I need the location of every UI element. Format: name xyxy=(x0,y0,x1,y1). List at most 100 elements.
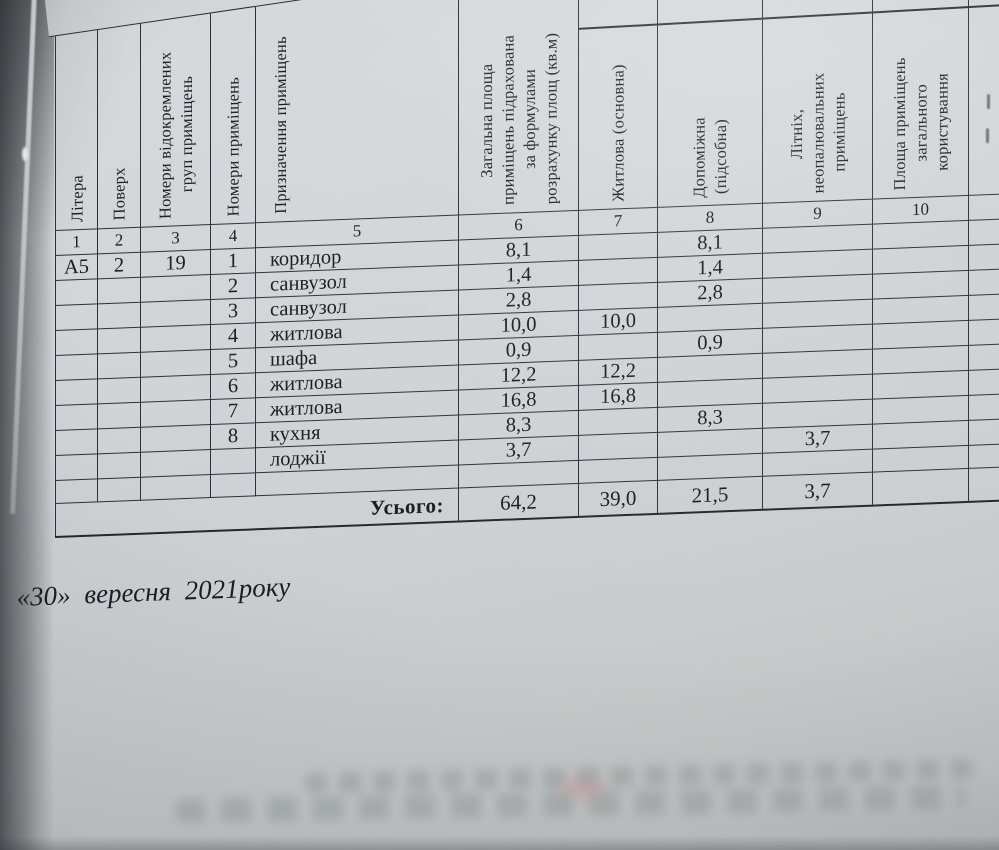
header-cell-cutoff xyxy=(968,0,999,196)
column-number: 3 xyxy=(140,224,211,253)
column-label: Площа приміщень загального користування xyxy=(889,57,952,191)
cell-living-area xyxy=(578,232,658,261)
cell-living-area xyxy=(578,407,658,436)
cell-litera xyxy=(55,378,98,406)
cell-floor xyxy=(97,352,141,379)
cell-common-area xyxy=(872,270,969,300)
cell-group xyxy=(140,449,211,478)
cell-litera: А5 xyxy=(55,253,98,281)
header-cell-common-area: Площа приміщень загального користування xyxy=(872,0,969,200)
cell-group xyxy=(140,324,211,353)
cell-group xyxy=(140,374,211,403)
cell-room-number: 4 xyxy=(210,322,256,350)
cell-living-area xyxy=(578,282,658,311)
date-line: «30» вересня 2021року xyxy=(16,571,291,612)
cell-litera xyxy=(55,303,98,331)
document-sheet: Літера Поверх Номери відокремлених груп … xyxy=(38,0,999,538)
column-label: Поверх xyxy=(109,167,129,221)
cell-litera xyxy=(55,403,98,431)
area-table: Літера Поверх Номери відокремлених груп … xyxy=(55,0,999,538)
column-number: 7 xyxy=(578,207,658,236)
cell-litera xyxy=(55,428,98,456)
header-cell-litera: Літера xyxy=(55,10,98,231)
cell-floor xyxy=(97,327,141,354)
column-number-cutoff xyxy=(968,191,999,221)
cell-cutoff xyxy=(968,216,999,246)
cell-cutoff xyxy=(968,391,999,421)
column-number: 10 xyxy=(872,195,969,225)
totals-total-area: 64,2 xyxy=(458,483,579,522)
cell-living-area xyxy=(578,257,658,286)
column-label: Призначення приміщень xyxy=(271,36,290,215)
column-number: 2 xyxy=(97,227,141,254)
cell-common-area xyxy=(872,420,969,450)
cell-living-area xyxy=(578,432,658,461)
cut-off-column-text xyxy=(987,94,990,110)
cell-group: 19 xyxy=(140,249,211,278)
column-label: Житлова (основна) xyxy=(608,63,628,202)
totals-living-area: 39,0 xyxy=(578,480,658,517)
header-cell-living-area: Житлова (основна) xyxy=(578,0,658,211)
cell-cutoff xyxy=(968,341,999,371)
cell-room-number: 1 xyxy=(210,247,256,275)
cell-cutoff xyxy=(968,266,999,296)
cell-room-number: 5 xyxy=(210,347,256,375)
header-cell-room-numbers: Номери приміщень xyxy=(210,4,256,225)
cell-cutoff xyxy=(968,416,999,446)
cell-litera xyxy=(55,328,98,356)
cell-common-area xyxy=(872,245,969,275)
column-number: 1 xyxy=(55,228,98,256)
cell-common-area xyxy=(872,220,969,250)
cell-common-area xyxy=(872,370,969,400)
cell-floor xyxy=(97,277,141,304)
column-label: Літера xyxy=(66,174,86,223)
page-edge-speck xyxy=(22,147,28,161)
cell-cutoff xyxy=(968,316,999,346)
cell-room-number: 2 xyxy=(210,272,256,300)
cell-floor xyxy=(97,402,141,429)
cell-living-area: 16,8 xyxy=(578,382,658,411)
column-label: Літніх, неопалювальних приміщень xyxy=(786,72,849,195)
cell-common-area xyxy=(872,395,969,425)
column-label: Номери відокремлених груп приміщень xyxy=(155,51,196,220)
totals-common-area xyxy=(872,468,969,506)
cell-group xyxy=(140,299,211,328)
cell-floor: 2 xyxy=(97,252,141,279)
totals-auxiliary-area: 21,5 xyxy=(657,476,763,514)
cell-group xyxy=(140,399,211,428)
cell-group xyxy=(140,349,211,378)
header-row: Літера Поверх Номери відокремлених груп … xyxy=(55,0,999,231)
cell-room-number: 7 xyxy=(210,397,256,425)
column-label: Загальна площа приміщень підрахована за … xyxy=(476,32,560,206)
cell-group xyxy=(140,274,211,303)
header-cell-auxiliary-area: Допоміжна (підсобна) xyxy=(657,0,763,208)
cell-group xyxy=(140,424,211,453)
cell-floor xyxy=(97,427,141,454)
cell-room-number: 6 xyxy=(210,372,256,400)
header-cell-floor: Поверх xyxy=(97,8,141,229)
cell-floor xyxy=(97,302,141,329)
cell-room-number: 3 xyxy=(210,297,256,325)
totals-summer-area: 3,7 xyxy=(762,472,873,510)
cell-living-area: 10,0 xyxy=(578,307,658,336)
cell-floor xyxy=(97,377,141,404)
header-cell-group-numbers: Номери відокремлених груп приміщень xyxy=(140,6,211,228)
cell-common-area xyxy=(872,295,969,325)
cell-litera xyxy=(55,278,98,306)
column-number: 4 xyxy=(210,222,256,250)
cell-living-area xyxy=(578,332,658,361)
header-cell-purpose: Призначення приміщень xyxy=(255,0,459,223)
cell-room-number xyxy=(210,447,256,475)
cell-litera xyxy=(55,353,98,381)
header-cell-total-area: Загальна площа приміщень підрахована за … xyxy=(458,0,579,215)
column-label: Допоміжна (підсобна) xyxy=(689,117,730,199)
cut-off-column-text xyxy=(986,128,989,144)
cell-litera xyxy=(55,453,98,481)
cell-living-area: 12,2 xyxy=(578,357,658,386)
cell-cutoff xyxy=(968,366,999,396)
cell-cutoff xyxy=(968,464,999,502)
cell-cutoff xyxy=(968,291,999,321)
cell-room-number: 8 xyxy=(210,422,256,450)
cell-common-area xyxy=(872,345,969,375)
